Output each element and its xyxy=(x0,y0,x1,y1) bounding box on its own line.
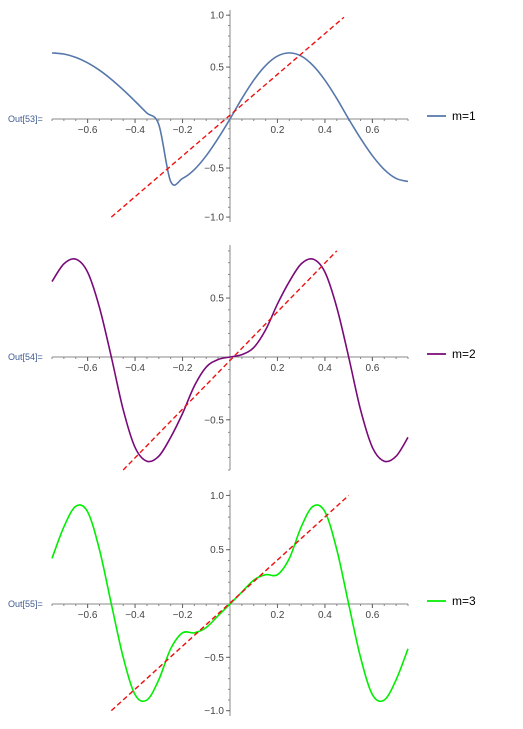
series-line-m=1 xyxy=(51,52,409,186)
x-tick-label: −0.6 xyxy=(78,125,98,136)
y-tick-label: 1.0 xyxy=(210,11,224,22)
chart-panel-3: −0.6 −0.4 −0.2 0.2 0.4 0.6 −1.0 −0.5 0.5 1.0 Out[5… xyxy=(8,490,476,717)
y-tick-label: 0.5 xyxy=(210,63,224,74)
x-tick-label: 0.4 xyxy=(318,610,332,621)
reference-line xyxy=(122,250,338,471)
y-tick-label: 0.5 xyxy=(210,294,224,305)
series-line-m=3 xyxy=(51,504,409,703)
x-tick-label: −0.4 xyxy=(125,363,145,374)
x-tick-label: −0.2 xyxy=(173,610,193,621)
reference-line xyxy=(110,16,345,218)
y-tick-label: 1.0 xyxy=(210,491,224,502)
x-tick-label: −0.6 xyxy=(78,610,98,621)
x-tick-label: −0.4 xyxy=(125,610,145,621)
x-tick-label: 0.2 xyxy=(271,610,285,621)
x-tick-label: 0.4 xyxy=(318,125,332,136)
x-tick-label: 0.2 xyxy=(271,363,285,374)
x-tick-label: 0.2 xyxy=(271,125,285,136)
x-tick-label: 0.6 xyxy=(365,610,379,621)
out-label: Out[55]= xyxy=(8,599,43,609)
y-tick-label: 0.5 xyxy=(210,545,224,556)
legend-label: m=3 xyxy=(452,594,476,608)
x-tick-label: −0.2 xyxy=(173,363,193,374)
x-tick-label: 0.6 xyxy=(365,125,379,136)
x-tick-label: 0.6 xyxy=(365,363,379,374)
y-tick-label: −1.0 xyxy=(204,706,224,717)
reference-line xyxy=(110,494,350,712)
series-line-m=2 xyxy=(51,257,409,463)
legend-label: m=2 xyxy=(452,347,476,361)
y-tick-label: −1.0 xyxy=(204,213,224,224)
x-tick-label: −0.6 xyxy=(78,363,98,374)
x-tick-label: 0.4 xyxy=(318,363,332,374)
x-tick-label: −0.4 xyxy=(125,125,145,136)
legend-label: m=1 xyxy=(452,109,476,123)
out-label: Out[53]= xyxy=(8,114,43,124)
chart-panel-1: −0.6 −0.4 −0.2 0.2 0.4 0.6 −1.0 −0.5 0.5 1.0 Out[5… xyxy=(8,10,476,224)
chart-panel-2: −0.6 −0.4 −0.2 0.2 0.4 0.6 −0.5 0.5 Out[54]= m=2 xyxy=(8,245,476,471)
y-tick-label: −0.5 xyxy=(204,415,224,426)
out-label: Out[54]= xyxy=(8,352,43,362)
y-tick-label: −0.5 xyxy=(204,164,224,175)
y-tick-label: −0.5 xyxy=(204,653,224,664)
x-tick-label: −0.2 xyxy=(173,125,193,136)
